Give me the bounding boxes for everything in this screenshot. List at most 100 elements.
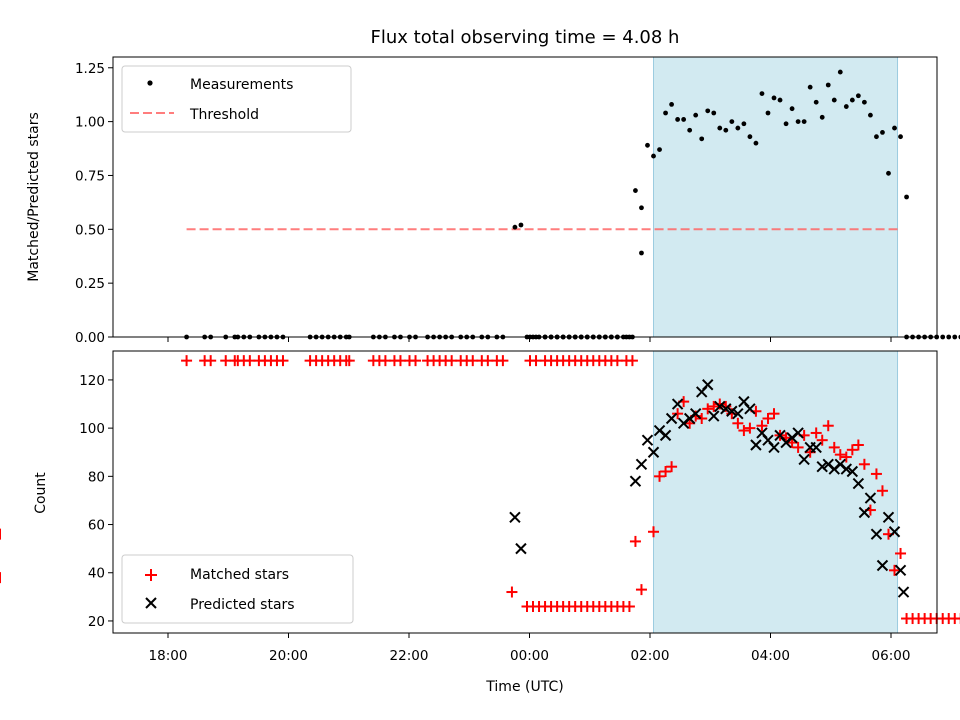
measurement-point bbox=[705, 108, 711, 114]
measurement-point bbox=[657, 147, 662, 153]
matched-star-point bbox=[654, 470, 666, 482]
matched-star-point bbox=[626, 355, 638, 367]
predicted-star-point bbox=[744, 403, 756, 415]
predicted-star-point bbox=[702, 379, 714, 391]
matched-star-point bbox=[410, 355, 422, 367]
bottom-legend-box bbox=[121, 554, 354, 624]
top-y-tick-label: 0.75 bbox=[75, 168, 105, 184]
top-y-tick-label: 0.50 bbox=[75, 222, 105, 238]
predicted-star-point bbox=[816, 460, 828, 473]
measurement-point bbox=[753, 140, 759, 146]
measurement-point bbox=[831, 97, 837, 103]
measurement-point bbox=[717, 125, 723, 131]
matched-star-point bbox=[629, 535, 641, 547]
predicted-star-point bbox=[732, 407, 744, 420]
bottom-y-tick-label: 80 bbox=[88, 469, 105, 485]
matched-star-point bbox=[846, 444, 858, 456]
predicted-star-point bbox=[846, 465, 859, 478]
matched-star-point bbox=[277, 355, 289, 367]
matched-star-point bbox=[181, 355, 193, 367]
legend-predicted-marker bbox=[145, 597, 157, 609]
predicted-star-point bbox=[768, 441, 780, 454]
measurement-point bbox=[639, 205, 644, 211]
measurement-point bbox=[880, 129, 885, 135]
x-tick-label: 20:00 bbox=[269, 648, 308, 664]
matched-star-point bbox=[852, 439, 864, 451]
top-y-tick-label: 0.00 bbox=[75, 330, 105, 346]
measurement-point bbox=[765, 110, 771, 116]
measurement-point bbox=[759, 91, 765, 97]
matched-star-point bbox=[858, 458, 870, 470]
matched-star-point bbox=[623, 600, 635, 612]
legend-matched-marker bbox=[145, 569, 157, 581]
top-panel: 0.00 0.25 0.50 0.75 1.00 1.25 Matched/Predict… bbox=[26, 56, 960, 346]
matched-star-point bbox=[876, 485, 888, 497]
x-tick-label: 22:00 bbox=[390, 648, 429, 664]
predicted-star-point bbox=[647, 446, 660, 458]
predicted-star-point bbox=[750, 439, 762, 451]
matched-star-point bbox=[816, 434, 828, 446]
bottom-y-tick-label: 40 bbox=[88, 566, 105, 582]
measurement-point bbox=[952, 334, 958, 340]
matched-star-point bbox=[762, 412, 774, 424]
predicted-star-point bbox=[792, 427, 804, 439]
measurement-point bbox=[735, 125, 741, 131]
measurement-point bbox=[687, 127, 693, 133]
measurement-point bbox=[633, 188, 638, 193]
measurement-point bbox=[825, 82, 831, 88]
measurement-point bbox=[518, 222, 524, 228]
legend-measurements-label: Measurements bbox=[190, 77, 293, 93]
matched-star-point bbox=[205, 355, 217, 367]
measurement-point bbox=[861, 99, 867, 105]
matched-star-point bbox=[870, 468, 882, 480]
bottom-panel: 20 40 60 80 100 120 18:00 20:00 22:00 00:00 02:00… bbox=[0, 350, 960, 695]
matched-star-point bbox=[768, 408, 780, 420]
top-y-axis-label: Matched/Predicted stars bbox=[26, 112, 42, 282]
matched-star-point bbox=[895, 547, 907, 559]
bottom-y-tick-label: 20 bbox=[88, 614, 105, 630]
predicted-star-point bbox=[810, 441, 822, 454]
predicted-star-point bbox=[870, 528, 883, 540]
top-y-tick-label: 1.00 bbox=[75, 115, 105, 131]
predicted-star-point bbox=[897, 586, 910, 598]
matched-stars-points bbox=[0, 355, 960, 625]
matched-star-point bbox=[738, 425, 750, 437]
top-observing-window-shade bbox=[653, 56, 899, 338]
x-tick-label: 02:00 bbox=[631, 648, 670, 664]
predicted-star-point bbox=[864, 492, 877, 504]
bottom-y-ticks: 20 40 60 80 100 120 bbox=[79, 373, 113, 630]
matched-star-point bbox=[696, 412, 708, 424]
matched-star-point bbox=[822, 420, 834, 432]
top-y-tick-label: 0.25 bbox=[75, 276, 105, 292]
bottom-y-axis-label: Count bbox=[33, 472, 49, 514]
predicted-star-point bbox=[659, 429, 672, 442]
measurement-point bbox=[886, 170, 891, 176]
x-tick-label: 04:00 bbox=[751, 648, 790, 664]
legend-measurements-marker bbox=[147, 80, 153, 86]
predicted-star-point bbox=[629, 475, 642, 487]
top-axes-frame bbox=[112, 56, 938, 338]
bottom-y-tick-label: 120 bbox=[79, 373, 105, 389]
predicted-star-point bbox=[515, 542, 527, 555]
measurement-point bbox=[771, 95, 777, 101]
matched-star-point bbox=[648, 526, 660, 538]
legend-predicted-label: Predicted stars bbox=[190, 597, 295, 613]
predicted-star-point bbox=[641, 434, 654, 446]
matched-star-point bbox=[744, 422, 756, 434]
measurement-point bbox=[795, 119, 801, 125]
matched-star-point bbox=[828, 441, 840, 453]
x-tick-label: 18:00 bbox=[149, 648, 188, 664]
measurement-point bbox=[874, 134, 879, 140]
matched-star-point bbox=[666, 461, 678, 473]
measurement-point bbox=[639, 250, 644, 256]
measurement-point bbox=[946, 334, 952, 340]
measurement-point bbox=[837, 69, 843, 75]
measurement-point bbox=[843, 104, 849, 109]
predicted-star-point bbox=[671, 398, 684, 410]
x-tick-label: 06:00 bbox=[872, 648, 911, 664]
predicted-star-point bbox=[894, 564, 907, 577]
measurement-point bbox=[681, 117, 687, 122]
bottom-x-ticks: 18:00 20:00 22:00 00:00 02:00 04:00 06:00 bbox=[149, 633, 911, 664]
measurement-point bbox=[723, 127, 729, 133]
